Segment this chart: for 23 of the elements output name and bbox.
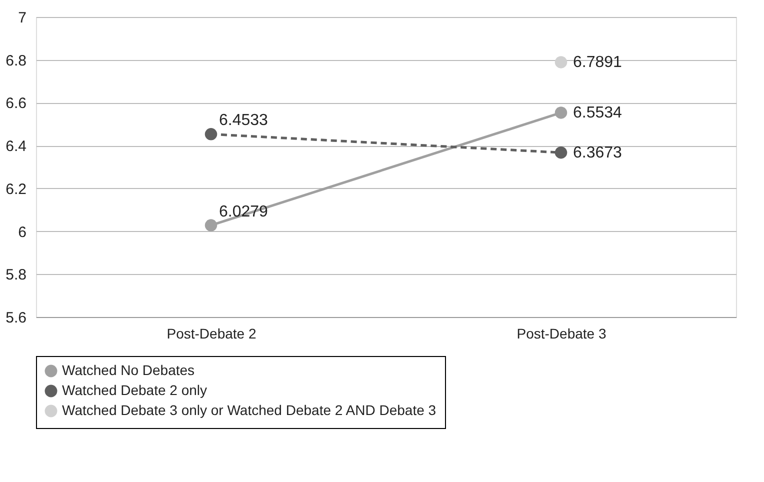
x-tick-label: Post-Debate 3 — [516, 326, 606, 342]
x-tick-label: Post-Debate 2 — [166, 326, 256, 342]
point — [204, 219, 218, 232]
legend-label: Watched Debate 3 only or Watched Debate 2 AND Debate 3 — [62, 402, 436, 418]
point — [554, 106, 568, 119]
legend-label: Watched Debate 2 only — [62, 382, 208, 398]
y-tick-label: 6.6 — [6, 95, 26, 112]
y-tick-label: 6 — [18, 224, 26, 241]
y-tick-label: 5.8 — [6, 266, 26, 284]
y-tick-label: 7 — [18, 10, 26, 26]
data-label: 6.3673 — [573, 144, 622, 162]
point — [554, 56, 568, 68]
point — [204, 128, 218, 140]
point — [554, 146, 568, 159]
y-tick-label: 6.2 — [6, 180, 26, 198]
data-label: 6.0279 — [219, 203, 268, 220]
data-label: 6.4533 — [219, 112, 268, 130]
legend-label: Watched No Debates — [62, 362, 195, 378]
y-tick-label: 5.6 — [6, 310, 26, 326]
data-label: 6.5534 — [573, 104, 622, 122]
y-tick-label: 6.4 — [6, 138, 26, 156]
y-tick-label: 6.8 — [6, 52, 26, 70]
data-label: 6.7891 — [573, 54, 622, 72]
